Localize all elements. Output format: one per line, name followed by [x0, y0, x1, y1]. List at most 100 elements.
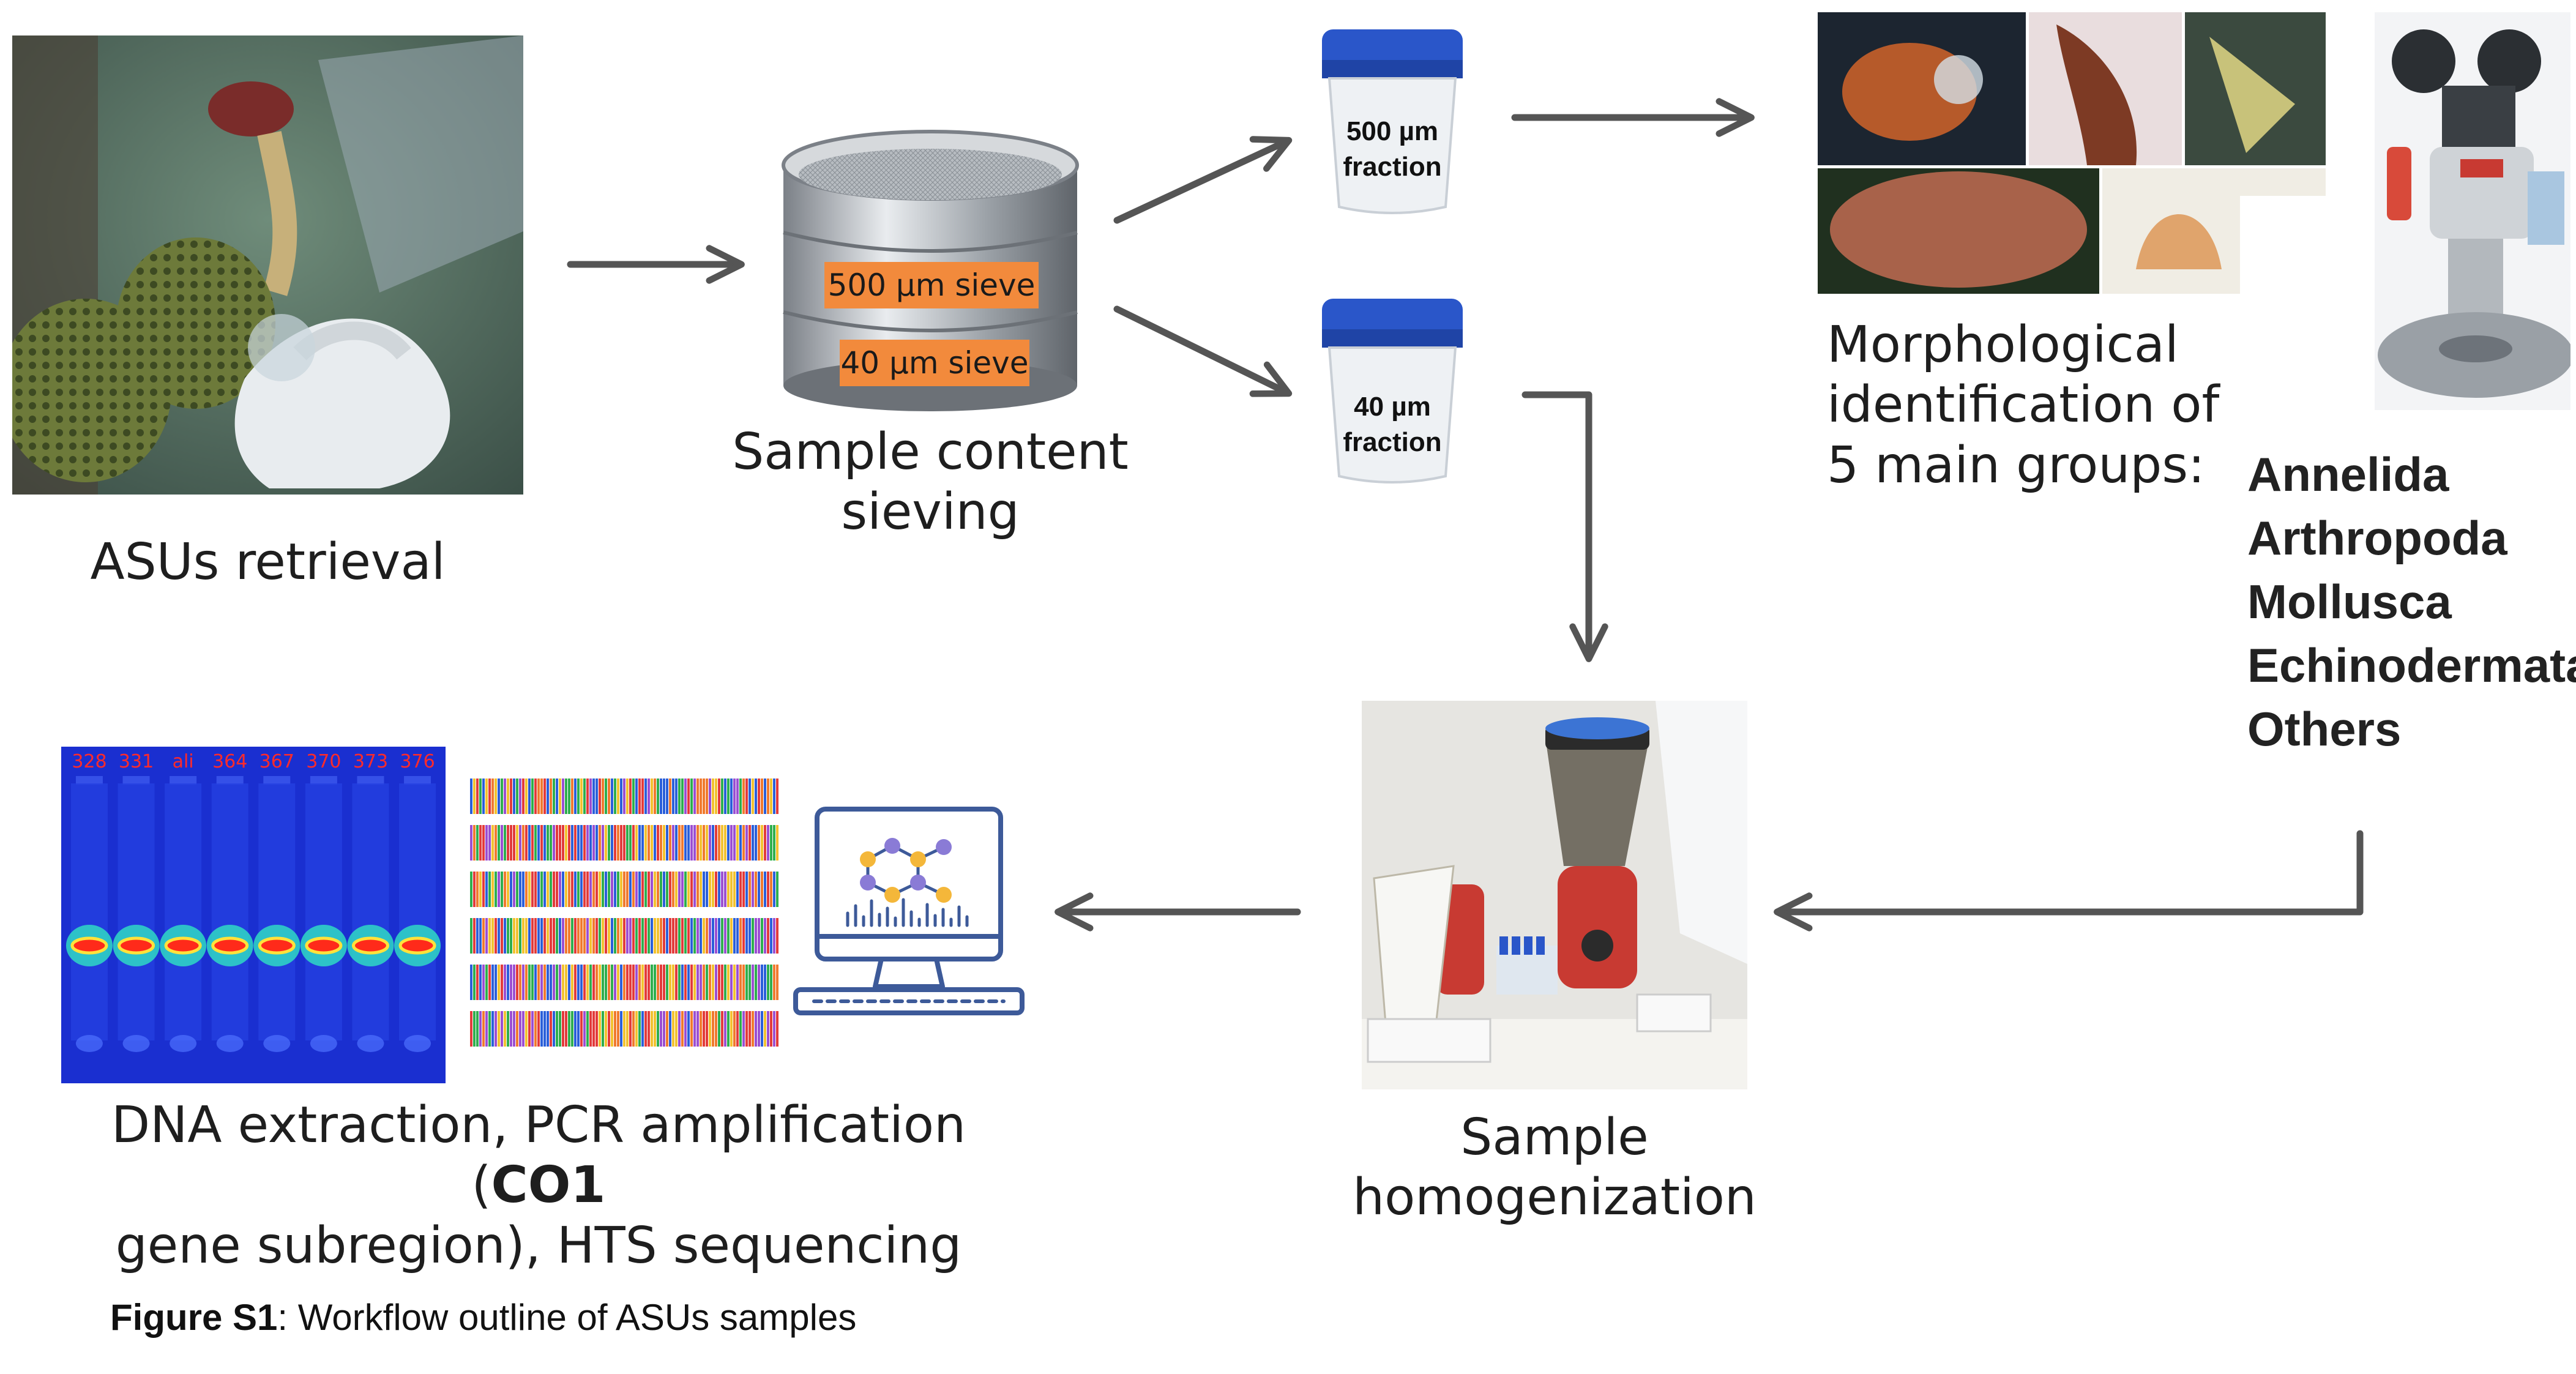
sequence-base-bar	[620, 918, 622, 954]
asu-retrieval-photo	[12, 35, 523, 495]
sequence-base-bar	[703, 825, 705, 861]
gel-well	[263, 776, 291, 785]
sequence-base-bar	[687, 825, 690, 861]
sequence-base-bar	[516, 918, 518, 954]
sequence-base-bar	[556, 918, 558, 954]
sequence-base-bar	[684, 825, 687, 861]
gel-well	[310, 776, 337, 785]
cup-40-fraction: 40 µm fraction	[1316, 293, 1469, 488]
sequence-base-bar	[620, 965, 622, 1000]
sequence-base-bar	[727, 778, 730, 814]
sequence-base-bar	[706, 918, 708, 954]
sequence-base-bar	[473, 872, 476, 907]
sequence-base-bar	[749, 778, 751, 814]
sequence-base-bar	[764, 872, 766, 907]
sequence-base-bar	[614, 918, 616, 954]
sequence-base-bar	[531, 825, 534, 861]
sequence-base-bar	[687, 778, 690, 814]
sequence-base-bar	[718, 778, 720, 814]
gel-dye-front	[122, 1035, 150, 1052]
sequence-base-bar	[470, 825, 472, 861]
sequence-base-bar	[580, 825, 583, 861]
sequence-base-bar	[495, 1011, 497, 1047]
gel-dye-front	[263, 1035, 291, 1052]
sequence-base-bar	[721, 825, 723, 861]
sequence-base-bar	[672, 825, 674, 861]
sequence-base-bar	[644, 872, 647, 907]
sequence-base-bar	[715, 965, 717, 1000]
sequence-base-bar	[684, 918, 687, 954]
sequence-base-bar	[559, 778, 561, 814]
sequence-base-bar	[706, 825, 708, 861]
sequence-base-bar	[660, 965, 662, 1000]
sequence-base-bar	[712, 778, 714, 814]
sequence-base-bar	[678, 918, 681, 954]
sequence-base-bar	[611, 918, 613, 954]
sequence-base-bar	[706, 872, 708, 907]
sequence-base-bar	[504, 965, 506, 1000]
sequence-base-bar	[709, 918, 711, 954]
sequence-base-bar	[696, 872, 699, 907]
gel-band	[398, 936, 436, 955]
sequence-base-bar	[648, 918, 650, 954]
sequence-base-bar	[571, 918, 573, 954]
sequence-base-bar	[571, 825, 573, 861]
sequence-base-bar	[498, 778, 500, 814]
sequence-base-bar	[507, 918, 509, 954]
sequence-base-bar	[721, 872, 723, 907]
sequence-base-bar	[608, 872, 610, 907]
sequence-base-bar	[470, 872, 472, 907]
homogenization-photo	[1362, 701, 1747, 1089]
sequence-base-bar	[758, 872, 760, 907]
sequence-base-bar	[534, 1011, 537, 1047]
sequence-base-bar	[540, 918, 543, 954]
label-morph-line3: 5 main groups:	[1827, 436, 2205, 495]
sequence-base-bar	[470, 965, 472, 1000]
sequence-base-bar	[510, 872, 512, 907]
sequence-base-bar	[696, 918, 699, 954]
sequence-base-bar	[482, 778, 485, 814]
sequence-base-bar	[678, 825, 681, 861]
gel-well	[122, 776, 150, 785]
sequence-base-bar	[666, 1011, 668, 1047]
sequence-base-bar	[703, 918, 705, 954]
sequence-base-bar	[592, 918, 595, 954]
sequence-base-bar	[739, 918, 742, 954]
sequence-base-bar	[706, 778, 708, 814]
sequence-base-bar	[501, 918, 503, 954]
sequence-base-bar	[583, 825, 586, 861]
gel-lane-label: 376	[400, 751, 435, 772]
sequence-base-bar	[739, 1011, 742, 1047]
sequence-base-bar	[767, 965, 769, 1000]
sequence-base-bar	[749, 825, 751, 861]
sequence-base-bar	[547, 872, 549, 907]
sequence-base-bar	[700, 825, 702, 861]
sequence-base-bar	[504, 778, 506, 814]
sequence-base-bar	[488, 825, 491, 861]
sequence-base-bar	[580, 965, 583, 1000]
sequence-base-bar	[657, 872, 659, 907]
sequence-base-bar	[745, 1011, 748, 1047]
sequence-base-bar	[687, 965, 690, 1000]
sequence-base-bar	[678, 965, 681, 1000]
sequence-base-bar	[476, 778, 479, 814]
sequence-base-bar	[651, 965, 653, 1000]
sequence-base-bar	[553, 918, 555, 954]
sequence-base-bar	[476, 965, 479, 1000]
sequence-base-bar	[510, 918, 512, 954]
sequence-base-bar	[513, 965, 515, 1000]
sequence-base-bar	[721, 1011, 723, 1047]
sequence-base-bar	[519, 825, 521, 861]
sequence-base-bar	[614, 778, 616, 814]
sequence-base-bar	[641, 778, 644, 814]
sequence-base-bar	[559, 1011, 561, 1047]
sequence-base-bar	[755, 1011, 757, 1047]
sequence-base-bar	[617, 965, 619, 1000]
sequence-base-bar	[562, 872, 564, 907]
sequence-base-bar	[641, 965, 644, 1000]
sequence-base-bar	[703, 872, 705, 907]
sequence-base-bar	[635, 872, 638, 907]
gel-electrophoresis-image: 328 331 ali 364 367 370 373 376	[61, 747, 446, 1083]
sequence-base-bar	[684, 1011, 687, 1047]
sequence-base-bar	[485, 1011, 488, 1047]
